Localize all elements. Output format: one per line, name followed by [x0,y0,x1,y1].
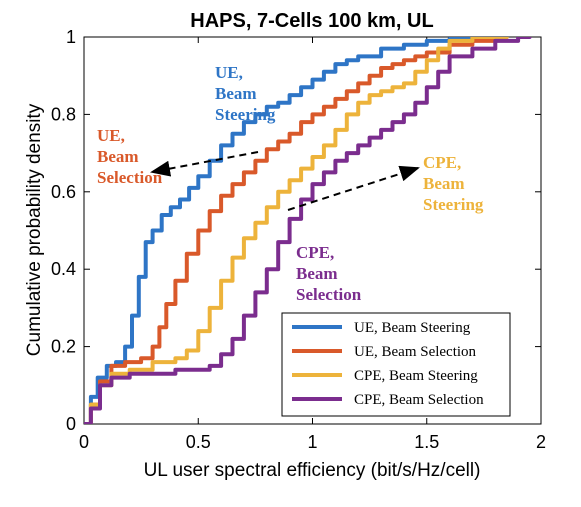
annotation-label: CPE, Beam Steering [423,153,484,214]
legend-label: CPE, Beam Selection [354,392,484,408]
annotation-label: CPE, Beam Selection [296,243,362,304]
annotation-label: UE, Beam Selection [97,126,163,187]
series-lines [84,37,532,424]
y-axis-ticks: 0 0.2 0.4 0.6 0.8 1 [51,27,541,434]
legend-label: UE, Beam Steering [354,320,471,336]
y-tick-label: 1 [66,27,76,47]
x-tick-label: 0 [79,432,89,452]
x-tick-label: 0.5 [186,432,211,452]
legend-label: UE, Beam Selection [354,344,477,360]
y-tick-label: 0.6 [51,182,76,202]
y-axis-label: Cumulative probability density [24,103,45,356]
chart-title: HAPS, 7-Cells 100 km, UL [190,10,433,32]
x-tick-label: 1.5 [414,432,439,452]
arrow-cpe-beam-steering [287,165,420,211]
annotations: UE, Beam Steering UE, Beam Selection CPE, Beam S… [97,63,484,304]
legend: UE, Beam Steering UE, Beam Selection CPE, … [281,312,511,417]
series-line [84,37,509,424]
y-tick-label: 0.2 [51,337,76,357]
y-tick-label: 0 [66,414,76,434]
y-tick-label: 0.4 [51,259,76,279]
annotation-label: UE, Beam Steering [215,63,276,124]
legend-label: CPE, Beam Steering [354,368,478,384]
arrow-ue-beam-selection [150,151,259,177]
series-line [84,37,532,424]
x-axis-label: UL user spectral efficiency (bit/s/Hz/ce… [144,460,481,481]
y-tick-label: 0.8 [51,104,76,124]
x-tick-label: 1 [307,432,317,452]
series-line [84,37,509,424]
series-line [84,37,486,424]
x-tick-label: 2 [536,432,546,452]
x-axis-ticks: 0 0.5 1 1.5 2 [79,37,546,452]
